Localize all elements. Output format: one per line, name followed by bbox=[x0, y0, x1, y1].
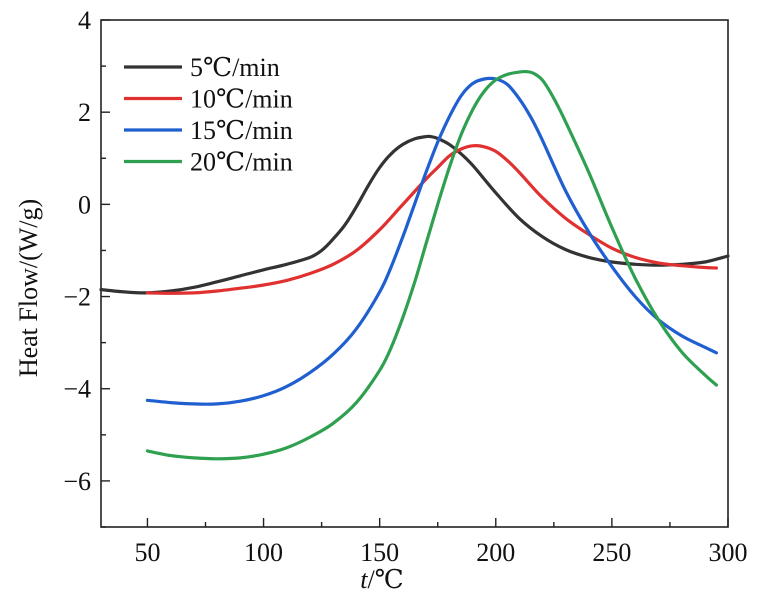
series-line-2 bbox=[145, 76, 718, 406]
series-lines bbox=[99, 69, 730, 461]
x-axis-label-variable: t bbox=[360, 565, 368, 591]
y-tick-label: 2 bbox=[78, 98, 91, 127]
x-axis-label-unit: /℃ bbox=[367, 565, 403, 591]
x-tick-label: 250 bbox=[592, 538, 631, 567]
legend-label-0: 5℃/min bbox=[190, 53, 280, 82]
legend-label-3: 20℃/min bbox=[190, 148, 293, 177]
y-tick-label: 0 bbox=[78, 190, 91, 219]
y-tick-label: 4 bbox=[78, 6, 91, 35]
tick-labels: 50 100 150 200 250 300 4 2 0 −2 −4 −6 bbox=[63, 6, 747, 567]
series-line-3 bbox=[145, 69, 718, 461]
x-axis-label: t/℃ bbox=[360, 565, 404, 591]
x-tick-label: 50 bbox=[134, 538, 160, 567]
y-tick-label: −4 bbox=[63, 375, 91, 404]
legend-label-1: 10℃/min bbox=[190, 85, 293, 114]
x-tick-label: 150 bbox=[360, 538, 399, 567]
x-tick-label: 300 bbox=[709, 538, 748, 567]
plot-frame bbox=[100, 19, 729, 528]
series-line-0 bbox=[99, 134, 730, 295]
plot-border bbox=[100, 19, 729, 528]
x-tick-label: 200 bbox=[476, 538, 515, 567]
y-tick-label: −6 bbox=[63, 467, 91, 496]
x-tick-label: 100 bbox=[244, 538, 283, 567]
y-axis-label: Heat Flow/(W/g) bbox=[14, 199, 43, 377]
axis-ticks bbox=[101, 19, 729, 528]
legend-label-2: 15℃/min bbox=[190, 116, 293, 145]
y-tick-label: −2 bbox=[63, 283, 91, 312]
